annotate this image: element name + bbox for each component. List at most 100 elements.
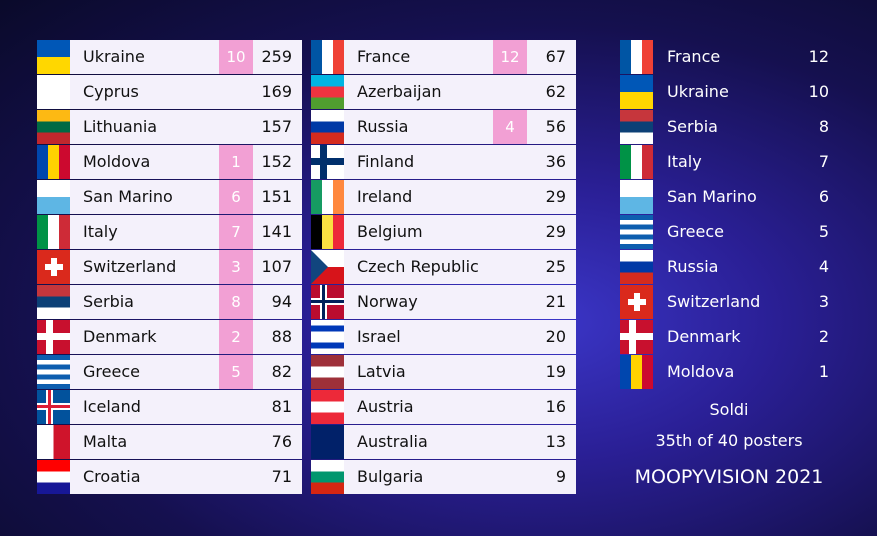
flag xyxy=(37,250,70,284)
row: Latvia 19 xyxy=(344,355,576,389)
points: 1 xyxy=(818,362,829,381)
round-points: 3 xyxy=(219,250,253,284)
country: Greece xyxy=(667,222,724,241)
performer: Soldi xyxy=(709,400,749,419)
flag xyxy=(37,180,70,214)
country: Denmark xyxy=(83,327,157,346)
points: 3 xyxy=(818,292,829,311)
country: Bulgaria xyxy=(357,467,424,486)
flag xyxy=(311,215,344,249)
country: San Marino xyxy=(83,187,173,206)
country: Finland xyxy=(357,152,415,171)
total: 82 xyxy=(271,362,292,381)
flag xyxy=(311,390,344,424)
flag xyxy=(311,40,344,74)
country: Belgium xyxy=(357,222,423,241)
row: Serbia 8 94 xyxy=(70,285,302,319)
country: Czech Republic xyxy=(357,257,479,276)
rank: 35th of 40 posters xyxy=(655,431,803,450)
round-points: 8 xyxy=(219,285,253,319)
country: Ukraine xyxy=(83,47,145,66)
country: Moldova xyxy=(667,362,735,381)
show-title: MOOPYVISION 2021 xyxy=(634,466,824,488)
row: Belgium 29 xyxy=(344,215,576,249)
country: Australia xyxy=(357,432,428,451)
total: 25 xyxy=(545,257,566,276)
points: 8 xyxy=(818,117,829,136)
country: Italy xyxy=(83,222,118,241)
total: 169 xyxy=(261,82,292,101)
total: 9 xyxy=(555,467,566,486)
row: Israel 20 xyxy=(344,320,576,354)
flag xyxy=(37,425,70,459)
flag xyxy=(37,110,70,144)
flag xyxy=(37,460,70,494)
country: Lithuania xyxy=(83,117,158,136)
points: 4 xyxy=(818,257,829,276)
flag xyxy=(620,355,653,389)
flag xyxy=(311,460,344,494)
flag xyxy=(37,145,70,179)
total: 67 xyxy=(545,47,566,66)
round-points: 4 xyxy=(493,110,527,144)
flag xyxy=(37,355,70,389)
row: Finland 36 xyxy=(344,145,576,179)
flag xyxy=(620,110,653,144)
country: Russia xyxy=(357,117,409,136)
round-points: 7 xyxy=(219,215,253,249)
country: Ukraine xyxy=(667,82,729,101)
total: 88 xyxy=(271,327,292,346)
flag xyxy=(620,75,653,109)
flag xyxy=(37,75,70,109)
flag xyxy=(37,320,70,354)
flag xyxy=(620,250,653,284)
total: 16 xyxy=(545,397,566,416)
row: Russia 4 56 xyxy=(344,110,576,144)
total: 21 xyxy=(545,292,566,311)
total: 259 xyxy=(261,47,292,66)
country: Serbia xyxy=(667,117,718,136)
row: Azerbaijan 62 xyxy=(344,75,576,109)
points: 6 xyxy=(818,187,829,206)
country: Austria xyxy=(357,397,414,416)
round-points: 12 xyxy=(493,40,527,74)
row: Ukraine 10 259 xyxy=(70,40,302,74)
points: 7 xyxy=(818,152,829,171)
flag xyxy=(311,355,344,389)
total: 29 xyxy=(545,187,566,206)
points: 12 xyxy=(808,47,829,66)
flag xyxy=(620,215,653,249)
country: Croatia xyxy=(83,467,141,486)
flag xyxy=(311,285,344,319)
row: Czech Republic 25 xyxy=(344,250,576,284)
row: Ireland 29 xyxy=(344,180,576,214)
row: Switzerland 3 107 xyxy=(70,250,302,284)
flag xyxy=(620,285,653,319)
round-points: 2 xyxy=(219,320,253,354)
total: 20 xyxy=(545,327,566,346)
country: San Marino xyxy=(667,187,757,206)
country: Denmark xyxy=(667,327,741,346)
country: Russia xyxy=(667,257,719,276)
round-points: 1 xyxy=(219,145,253,179)
row: Lithuania 157 xyxy=(70,110,302,144)
country: Switzerland xyxy=(83,257,177,276)
flag xyxy=(620,180,653,214)
total: 152 xyxy=(261,152,292,171)
total: 13 xyxy=(545,432,566,451)
flag xyxy=(311,320,344,354)
points: 10 xyxy=(808,82,829,101)
flag xyxy=(620,320,653,354)
row: Malta 76 xyxy=(70,425,302,459)
country: Norway xyxy=(357,292,418,311)
row: Croatia 71 xyxy=(70,460,302,494)
country: Serbia xyxy=(83,292,134,311)
row: Denmark 2 88 xyxy=(70,320,302,354)
round-points: 10 xyxy=(219,40,253,74)
total: 36 xyxy=(545,152,566,171)
round-points: 5 xyxy=(219,355,253,389)
total: 141 xyxy=(261,222,292,241)
row: Austria 16 xyxy=(344,390,576,424)
total: 151 xyxy=(261,187,292,206)
flag xyxy=(37,285,70,319)
